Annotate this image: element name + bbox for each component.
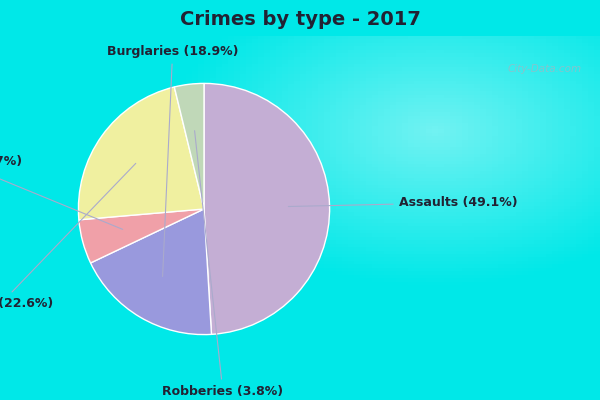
Wedge shape <box>79 209 204 263</box>
Text: City-Data.com: City-Data.com <box>508 64 582 74</box>
Text: Thefts (22.6%): Thefts (22.6%) <box>0 163 136 310</box>
Text: Crimes by type - 2017: Crimes by type - 2017 <box>179 10 421 29</box>
Wedge shape <box>204 83 329 334</box>
Wedge shape <box>91 209 211 334</box>
Wedge shape <box>175 83 204 209</box>
Text: Robberies (3.8%): Robberies (3.8%) <box>162 131 283 398</box>
Wedge shape <box>79 87 204 220</box>
Text: Burglaries (18.9%): Burglaries (18.9%) <box>107 46 238 276</box>
Text: Auto thefts (5.7%): Auto thefts (5.7%) <box>0 155 122 229</box>
Text: Assaults (49.1%): Assaults (49.1%) <box>289 196 517 209</box>
